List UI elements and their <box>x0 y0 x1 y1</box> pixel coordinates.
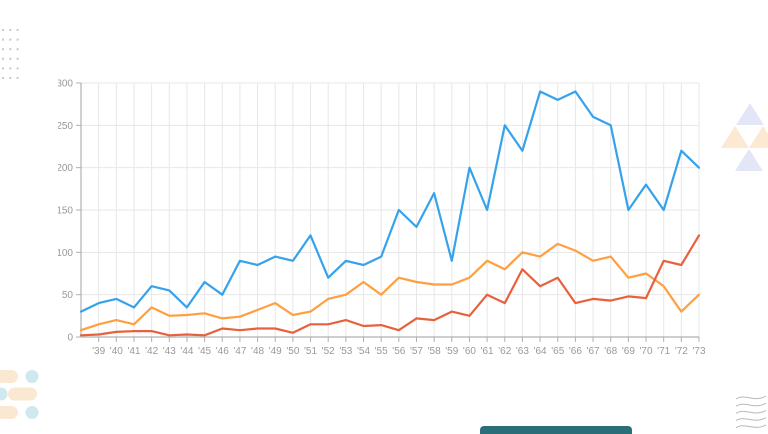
x-tick-label: '58 <box>428 346 441 357</box>
dot <box>16 38 19 41</box>
wave-line <box>735 424 767 429</box>
x-tick-label: '56 <box>392 346 405 357</box>
x-tick-label: '61 <box>481 346 494 357</box>
x-tick-label: '63 <box>516 346 529 357</box>
x-tick-label: '65 <box>551 346 564 357</box>
x-tick-label: '68 <box>604 346 617 357</box>
x-tick-label: '53 <box>339 346 352 357</box>
x-tick-label: '45 <box>198 346 211 357</box>
circle-shape <box>25 370 39 383</box>
dot <box>2 67 4 70</box>
pill-shape <box>8 387 37 401</box>
wave-line <box>735 417 767 422</box>
pills-circles-decoration <box>0 370 39 419</box>
dot <box>9 38 12 41</box>
wave-line <box>735 395 767 400</box>
dot <box>2 57 4 60</box>
y-tick-label: 250 <box>58 121 73 132</box>
triangle-icon <box>721 126 749 148</box>
dot <box>2 48 4 51</box>
triangle-icon <box>749 126 768 148</box>
y-tick-label: 150 <box>58 206 73 217</box>
y-tick-label: 0 <box>67 333 73 344</box>
red-orange-series-line <box>79 234 701 337</box>
x-tick-label: '73 <box>692 346 705 357</box>
pill-shape <box>0 406 18 419</box>
dot <box>2 77 4 79</box>
x-tick-label: '72 <box>675 346 688 357</box>
pill-shape <box>0 370 18 383</box>
y-tick-label: 200 <box>58 163 73 174</box>
dot <box>16 77 19 79</box>
x-tick-label: '54 <box>357 346 370 357</box>
triangle-icon <box>735 149 763 171</box>
dot <box>9 57 12 60</box>
x-tick-label: '55 <box>375 346 388 357</box>
x-tick-label: '64 <box>534 346 547 357</box>
x-tick-label: '47 <box>233 346 246 357</box>
wave-line <box>735 409 767 414</box>
x-tick-label: '42 <box>145 346 158 357</box>
x-tick-label: '66 <box>569 346 582 357</box>
dot <box>9 29 12 31</box>
accent-bar <box>480 426 632 434</box>
blue-series-line <box>79 90 701 313</box>
x-tick-label: '59 <box>445 346 458 357</box>
y-tick-label: 100 <box>58 248 73 259</box>
x-tick-label: '67 <box>587 346 600 357</box>
x-tick-label: '71 <box>657 346 670 357</box>
y-tick-label: 300 <box>58 79 73 90</box>
x-tick-label: '44 <box>180 346 193 357</box>
triangle-icon <box>736 103 764 125</box>
x-tick-label: '40 <box>110 346 123 357</box>
x-tick-label: '70 <box>640 346 653 357</box>
orange-series-line <box>79 242 701 332</box>
dot <box>2 29 4 31</box>
circle-shape <box>25 406 39 419</box>
x-tick-label: '43 <box>163 346 176 357</box>
triangle-mosaic-decoration <box>721 103 768 171</box>
dot <box>2 38 4 41</box>
line-chart: 0 50 100 150 200 250 300 '39 '40 '41 '42 '43 '44 '45 '… <box>58 79 706 358</box>
x-tick-label: '49 <box>269 346 282 357</box>
dot <box>9 48 12 51</box>
x-tick-label: '48 <box>251 346 264 357</box>
x-tick-label: '50 <box>286 346 299 357</box>
x-tick-label: '41 <box>127 346 140 357</box>
dot <box>16 67 19 70</box>
x-tick-label: '57 <box>410 346 423 357</box>
dot <box>9 77 12 79</box>
x-tick-label: '46 <box>216 346 229 357</box>
dot-grid-decoration <box>2 29 19 79</box>
dot <box>16 29 19 31</box>
x-tick-label: '51 <box>304 346 317 357</box>
x-tick-label: '62 <box>498 346 511 357</box>
x-tick-label: '69 <box>622 346 635 357</box>
dot <box>16 48 19 51</box>
x-tick-label: '60 <box>463 346 476 357</box>
circle-shape <box>0 387 8 401</box>
dot <box>16 57 19 60</box>
dot <box>9 67 12 70</box>
x-tick-label: '39 <box>92 346 105 357</box>
wave-line <box>735 402 767 407</box>
y-tick-label: 50 <box>62 290 74 301</box>
wavy-lines-decoration <box>735 395 767 429</box>
x-tick-label: '52 <box>322 346 335 357</box>
